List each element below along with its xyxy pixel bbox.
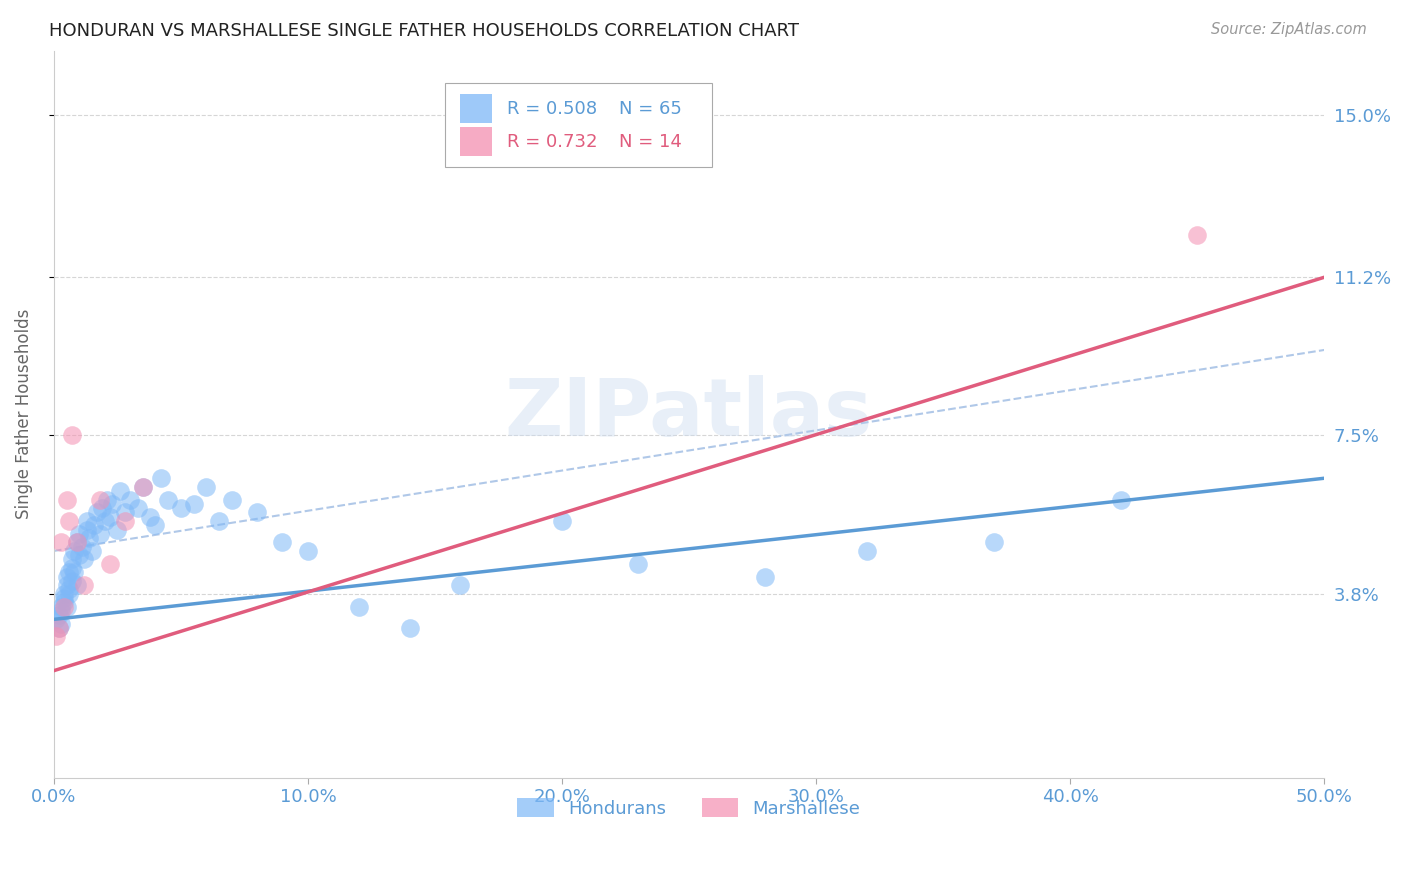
Point <box>80 544 103 558</box>
Point <box>89 492 111 507</box>
Point <box>856 544 879 558</box>
Point <box>53 599 76 614</box>
Point <box>51 616 73 631</box>
Point <box>67 526 90 541</box>
Legend: Hondurans, Marshallese: Hondurans, Marshallese <box>509 789 869 827</box>
Point <box>145 518 167 533</box>
Point <box>108 484 131 499</box>
Point <box>48 621 70 635</box>
Point <box>271 535 294 549</box>
FancyBboxPatch shape <box>460 95 492 123</box>
Point <box>86 506 108 520</box>
Point <box>60 552 83 566</box>
Point <box>139 509 162 524</box>
Point <box>208 514 231 528</box>
Point <box>83 518 105 533</box>
Point <box>45 630 67 644</box>
Point <box>132 480 155 494</box>
Point <box>1185 227 1208 242</box>
Point <box>76 514 98 528</box>
Point <box>60 574 83 588</box>
Point <box>183 497 205 511</box>
Point <box>70 540 93 554</box>
Point <box>297 544 319 558</box>
Point <box>627 557 650 571</box>
Point <box>98 509 121 524</box>
Text: R = 0.732: R = 0.732 <box>508 133 598 151</box>
Text: N = 14: N = 14 <box>619 133 682 151</box>
Point <box>132 480 155 494</box>
Text: N = 65: N = 65 <box>619 100 682 118</box>
Point <box>449 578 471 592</box>
Point <box>983 535 1005 549</box>
Point <box>347 599 370 614</box>
Point <box>114 506 136 520</box>
Point <box>58 566 80 580</box>
Point <box>51 535 73 549</box>
Point <box>114 514 136 528</box>
Point <box>93 514 115 528</box>
Text: Source: ZipAtlas.com: Source: ZipAtlas.com <box>1211 22 1367 37</box>
Point <box>105 523 128 537</box>
Point <box>89 526 111 541</box>
Point <box>55 569 77 583</box>
FancyBboxPatch shape <box>460 127 492 156</box>
Point <box>53 595 76 609</box>
Point <box>51 604 73 618</box>
Point <box>48 608 70 623</box>
Point <box>246 506 269 520</box>
Point <box>58 587 80 601</box>
Point <box>66 578 89 592</box>
Point <box>45 612 67 626</box>
Point <box>58 514 80 528</box>
Point <box>66 535 89 549</box>
Point <box>157 492 180 507</box>
Point <box>79 531 101 545</box>
FancyBboxPatch shape <box>446 83 711 167</box>
Point <box>118 492 141 507</box>
Point <box>221 492 243 507</box>
Text: R = 0.508: R = 0.508 <box>508 100 598 118</box>
Point <box>53 591 76 605</box>
Point <box>98 557 121 571</box>
Point <box>58 582 80 597</box>
Point <box>127 501 149 516</box>
Point <box>398 621 420 635</box>
Point <box>1109 492 1132 507</box>
Point <box>55 578 77 592</box>
Point <box>53 587 76 601</box>
Point <box>96 492 118 507</box>
Point <box>55 492 77 507</box>
Text: ZIPatlas: ZIPatlas <box>505 376 873 453</box>
Point <box>63 566 86 580</box>
Point <box>48 621 70 635</box>
Point <box>55 599 77 614</box>
Point <box>51 599 73 614</box>
Point <box>170 501 193 516</box>
Point <box>63 544 86 558</box>
Point <box>66 535 89 549</box>
Y-axis label: Single Father Households: Single Father Households <box>15 309 32 519</box>
Point <box>67 548 90 562</box>
Point <box>101 497 124 511</box>
Point <box>754 569 776 583</box>
Text: HONDURAN VS MARSHALLESE SINGLE FATHER HOUSEHOLDS CORRELATION CHART: HONDURAN VS MARSHALLESE SINGLE FATHER HO… <box>49 22 799 40</box>
Point <box>76 523 98 537</box>
Point <box>73 578 96 592</box>
Point <box>149 471 172 485</box>
Point <box>60 428 83 442</box>
Point <box>60 561 83 575</box>
Point <box>195 480 218 494</box>
Point <box>91 501 114 516</box>
Point <box>551 514 574 528</box>
Point <box>73 552 96 566</box>
